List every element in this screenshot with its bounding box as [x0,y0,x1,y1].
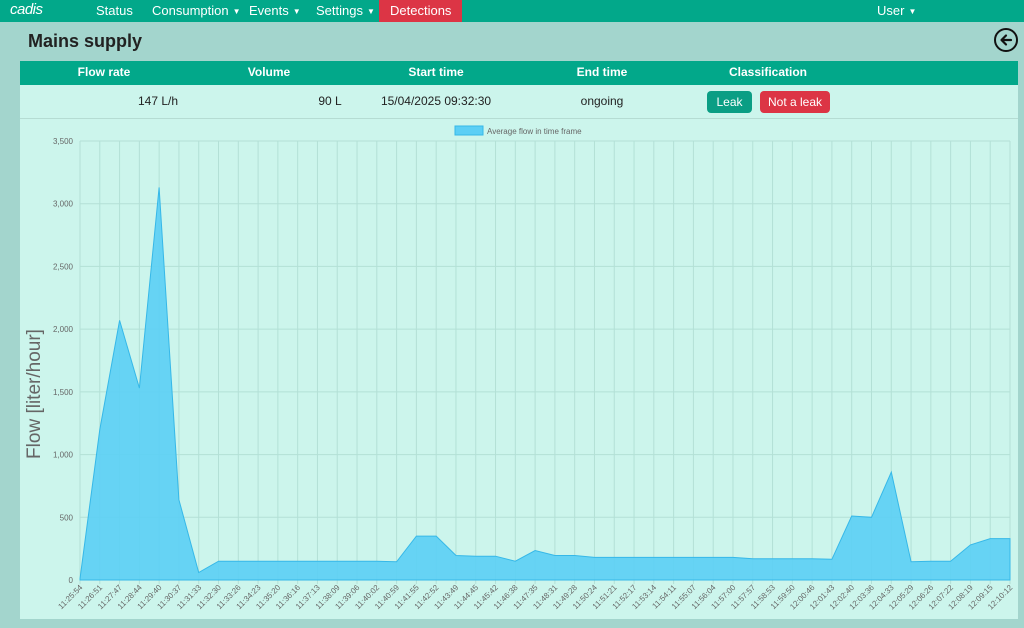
app-logo[interactable]: cadis [10,1,43,18]
header-flow-rate: Flow rate [77,65,131,79]
nav-consumption[interactable]: Consumption ▼ [152,0,241,22]
y-tick-label: 2,000 [53,325,74,334]
caret-down-icon: ▼ [908,7,917,16]
y-tick-label: 1,000 [53,451,74,460]
y-tick-label: 0 [69,576,74,585]
flow-area-series [79,187,1011,581]
nav-events[interactable]: Events ▼ [249,0,301,22]
nav-status[interactable]: Status [96,0,133,22]
y-axis-ticks: 0 500 1,000 1,500 2,000 2,500 3,000 3,500 [53,137,74,585]
back-button[interactable] [994,28,1018,52]
top-navbar: cadis Status Consumption ▼ Events ▼ Settin… [0,0,1024,22]
caret-down-icon: ▼ [366,7,375,16]
cell-volume: 90 L [318,94,342,108]
header-classification: Classification [728,65,808,79]
x-axis-ticks: 11:25:5411:26:5111:27:4711:28:4411:29:40… [56,583,1014,612]
caret-down-icon: ▼ [292,7,301,16]
table-header: Flow rate Volume Start time End time Cla… [20,61,1018,85]
cell-end-time: ongoing [580,94,624,108]
header-end-time: End time [576,65,628,79]
arrow-left-circle-icon [1000,34,1013,46]
nav-status-label: Status [96,3,133,18]
nav-settings-label: Settings [316,3,363,18]
nav-user-label: User [877,3,905,18]
nav-settings[interactable]: Settings ▼ [316,0,375,22]
nav-events-label: Events [249,3,289,18]
nav-detections[interactable]: Detections [379,0,463,22]
y-axis-label: Flow [liter/hour] [24,329,45,459]
legend-swatch [454,125,484,136]
header-start-time: Start time [408,65,464,79]
not-a-leak-button[interactable]: Not a leak [760,91,830,113]
header-volume: Volume [247,65,291,79]
caret-down-icon: ▼ [232,7,241,16]
y-tick-label: 3,000 [53,200,74,209]
flow-chart: 0 500 1,000 1,500 2,000 2,500 3,000 3,500 11:25… [24,125,1015,612]
legend-label: Average flow in time frame [487,127,582,136]
y-tick-label: 1,500 [53,388,74,397]
nav-detections-label: Detections [390,3,452,18]
table-row: 147 L/h 90 L 15/04/2025 09:32:30 ongoing… [20,85,1018,119]
leak-button[interactable]: Leak [707,91,752,113]
y-tick-label: 3,500 [53,137,74,146]
cell-flow-rate: 147 L/h [137,94,179,108]
cell-start-time: 15/04/2025 09:32:30 [380,94,492,108]
nav-consumption-label: Consumption [152,3,229,18]
y-tick-label: 500 [60,513,74,522]
detection-panel: Flow rate Volume Start time End time Cla… [20,61,1018,619]
y-tick-label: 2,500 [53,262,74,271]
page-title: Mains supply [28,31,143,51]
nav-user[interactable]: User ▼ [877,0,916,22]
